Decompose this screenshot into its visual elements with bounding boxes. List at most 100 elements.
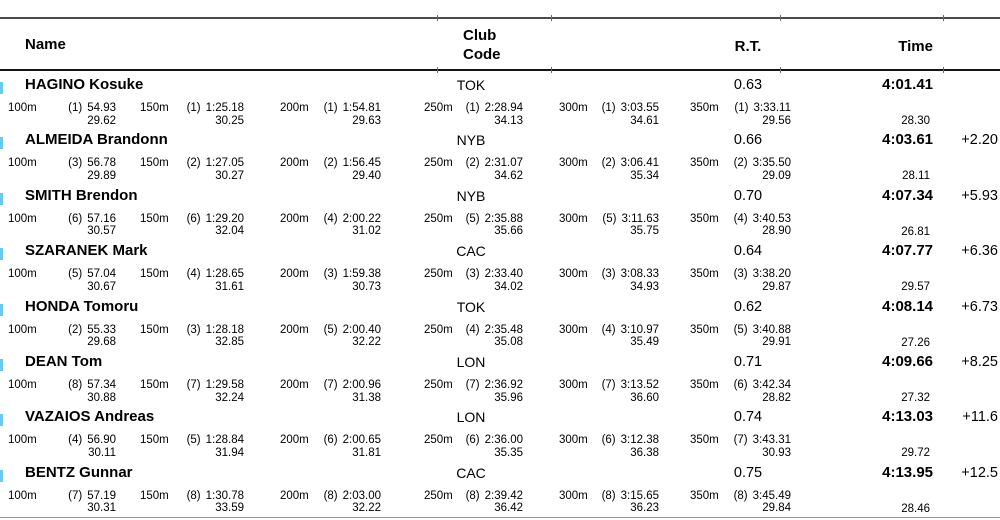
split-rank: (3) bbox=[733, 268, 748, 281]
swimmer-name: SMITH Brendon bbox=[25, 186, 138, 204]
reaction-time: 0.70 bbox=[733, 187, 763, 204]
split-cumulative-time: 1:59.38 bbox=[342, 268, 381, 281]
split-rank: (5) bbox=[733, 323, 748, 336]
split-rank-time: (1) 1:25.18 bbox=[187, 102, 244, 115]
split-line: 200m (5) 2:00.40 bbox=[280, 324, 381, 337]
split-rank-time: (5) 57.04 bbox=[68, 268, 116, 281]
split-group: 300m (2) 3:06.41 35.34 bbox=[559, 157, 659, 182]
final-time: 4:13.03 bbox=[882, 408, 933, 426]
split-distance: 250m bbox=[424, 157, 453, 170]
split-line: 300m (8) 3:15.65 bbox=[559, 490, 659, 503]
split-line: 200m (8) 2:03.00 bbox=[280, 490, 381, 503]
split-group: 350m (3) 3:38.20 29.87 bbox=[690, 268, 791, 293]
split-cumulative-time: 1:30.78 bbox=[205, 489, 244, 502]
split-lap-time: 36.23 bbox=[630, 502, 659, 515]
split-cumulative-time: 1:25.18 bbox=[205, 102, 244, 114]
split-distance: 250m bbox=[424, 379, 453, 391]
col-header-time: Time bbox=[898, 38, 933, 55]
split-group: 200m (6) 2:00.65 31.81 bbox=[280, 434, 381, 459]
split-cumulative-time: 2:28.94 bbox=[484, 102, 523, 114]
split-rank-time: (4) 2:00.22 bbox=[324, 213, 381, 226]
split-lap-time: 30.27 bbox=[215, 169, 244, 182]
club-code: NYB bbox=[456, 132, 486, 149]
split-group: 300m (8) 3:15.65 36.23 bbox=[559, 490, 659, 515]
split-lap-time: 30.88 bbox=[87, 391, 116, 404]
split-rank-time: (3) 3:38.20 bbox=[734, 268, 791, 281]
split-line: 250m (7) 2:36.92 bbox=[424, 379, 523, 392]
split-rank-time: (5) 2:35.88 bbox=[466, 213, 523, 226]
split-line: 150m (8) 1:30.78 bbox=[140, 490, 244, 503]
split-line: 300m (3) 3:08.33 bbox=[559, 268, 659, 281]
split-rank-time: (7) 3:43.31 bbox=[734, 434, 791, 447]
split-rank: (7) bbox=[465, 379, 480, 391]
split-distance: 350m bbox=[690, 268, 719, 281]
split-cumulative-time: 57.16 bbox=[87, 212, 116, 225]
split-line: 100m (4) 56.90 bbox=[8, 434, 116, 447]
split-line: 150m (5) 1:28.84 bbox=[140, 434, 244, 447]
rank-mark bbox=[0, 248, 3, 261]
club-code: CAC bbox=[456, 464, 486, 481]
time-behind: +2.20 bbox=[961, 132, 998, 149]
split-rank: (5) bbox=[323, 323, 338, 336]
club-code: TOK bbox=[456, 77, 486, 93]
last-lap-split: 26.81 bbox=[901, 225, 930, 238]
reaction-time: 0.62 bbox=[733, 298, 763, 315]
result-row: VAZAIOS Andreas LON 0.74 4:13.03 +11.6 2… bbox=[0, 406, 1000, 461]
split-line: 350m (2) 3:35.50 bbox=[690, 157, 791, 170]
split-group: 200m (7) 2:00.96 31.38 bbox=[280, 379, 381, 404]
split-line: 300m (5) 3:11.63 bbox=[559, 213, 659, 226]
split-lap-time: 35.49 bbox=[630, 336, 659, 349]
split-distance: 200m bbox=[280, 102, 309, 114]
split-line: 350m (6) 3:42.34 bbox=[690, 379, 791, 392]
split-distance: 300m bbox=[559, 323, 588, 336]
split-cumulative-time: 2:03.00 bbox=[342, 489, 381, 502]
split-rank-time: (7) 57.19 bbox=[68, 490, 116, 503]
split-distance: 250m bbox=[424, 489, 453, 502]
split-distance: 300m bbox=[559, 379, 588, 391]
split-group: 300m (3) 3:08.33 34.93 bbox=[559, 268, 659, 293]
split-group: 100m (7) 57.19 30.31 bbox=[8, 490, 116, 515]
split-distance: 100m bbox=[8, 323, 37, 336]
split-rank: (8) bbox=[323, 489, 338, 502]
swimmer-name: HAGINO Kosuke bbox=[25, 76, 144, 93]
split-distance: 200m bbox=[280, 323, 309, 336]
split-rank-time: (1) 2:28.94 bbox=[466, 102, 523, 115]
split-distance: 350m bbox=[690, 434, 719, 447]
split-group: 200m (8) 2:03.00 32.22 bbox=[280, 490, 381, 515]
split-line: 200m (7) 2:00.96 bbox=[280, 379, 381, 392]
final-time: 4:07.77 bbox=[882, 242, 933, 260]
time-behind: +8.25 bbox=[961, 354, 998, 370]
split-lap-time: 30.93 bbox=[762, 446, 791, 459]
split-lap-time: 32.22 bbox=[352, 336, 381, 349]
split-cumulative-time: 2:00.96 bbox=[342, 379, 381, 391]
swimmer-name: DEAN Tom bbox=[25, 353, 103, 370]
split-line: 100m (1) 54.93 bbox=[8, 102, 116, 115]
reaction-time: 0.74 bbox=[733, 409, 763, 426]
split-cumulative-time: 1:29.20 bbox=[205, 212, 244, 225]
split-rank-time: (4) 3:40.53 bbox=[734, 213, 791, 226]
rank-mark bbox=[0, 137, 3, 150]
split-rank-time: (6) 57.16 bbox=[68, 213, 116, 226]
split-lap-time: 31.81 bbox=[352, 446, 381, 459]
split-line: 200m (4) 2:00.22 bbox=[280, 213, 381, 226]
split-lap-time: 28.90 bbox=[762, 225, 791, 238]
rank-mark bbox=[0, 469, 3, 482]
rank-mark bbox=[0, 414, 3, 427]
split-rank: (4) bbox=[465, 323, 480, 336]
split-distance: 300m bbox=[559, 489, 588, 502]
split-group: 100m (8) 57.34 30.88 bbox=[8, 379, 116, 404]
split-lap-time: 35.75 bbox=[630, 225, 659, 238]
split-lap-time: 35.66 bbox=[494, 225, 523, 238]
split-lap-time: 30.31 bbox=[87, 502, 116, 515]
split-lap-time: 31.94 bbox=[215, 446, 244, 459]
split-group: 150m (4) 1:28.65 31.61 bbox=[140, 268, 244, 293]
split-group: 300m (4) 3:10.97 35.49 bbox=[559, 324, 659, 349]
split-lap-time: 29.09 bbox=[762, 169, 791, 182]
time-behind: +12.5 bbox=[961, 464, 998, 481]
split-line: 150m (2) 1:27.05 bbox=[140, 157, 244, 170]
swimmer-name: HONDA Tomoru bbox=[25, 297, 139, 315]
split-group: 100m (2) 55.33 29.68 bbox=[8, 324, 116, 349]
split-line: 200m (3) 1:59.38 bbox=[280, 268, 381, 281]
split-cumulative-time: 1:27.05 bbox=[205, 157, 244, 170]
column-tick bbox=[780, 67, 781, 73]
